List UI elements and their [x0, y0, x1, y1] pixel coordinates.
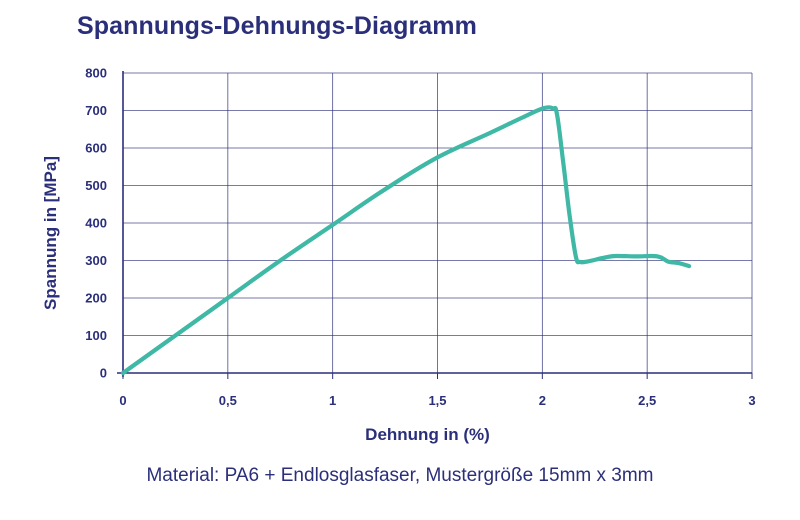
x-axis-label: Dehnung in (%) [365, 425, 490, 444]
material-caption: Material: PA6 + Endlosglasfaser, Musterg… [146, 465, 654, 486]
y-tick-label: 500 [85, 178, 107, 193]
y-tick-label: 100 [85, 328, 107, 343]
y-tick-label: 300 [85, 253, 107, 268]
series [120, 105, 692, 376]
grid [123, 72, 753, 373]
x-tick-label: 0,5 [219, 393, 237, 408]
tick-labels: 0 100 200 300 400 500 600 700 800 0 0,5 1 1,5 2 2,5 3 [85, 66, 755, 409]
x-tick-label: 2,5 [638, 393, 656, 408]
y-tick-label: 0 [100, 366, 107, 381]
chart-title: Spannungs-Dehnungs-Diagramm [77, 12, 477, 40]
x-tick-label: 1 [329, 393, 336, 408]
y-tick-label: 600 [85, 141, 107, 156]
axes [117, 71, 753, 379]
stress-strain-chart: 0 100 200 300 400 500 600 700 800 0 0,5 1 1,5 2 2,5 3 D… [41, 66, 756, 445]
y-tick-label: 400 [85, 216, 107, 231]
x-tick-label: 3 [748, 393, 755, 408]
x-tick-label: 2 [539, 393, 546, 408]
y-tick-label: 800 [85, 66, 107, 81]
y-axis-label: Spannung in [MPa] [41, 156, 60, 310]
y-tick-label: 700 [85, 103, 107, 118]
series-line [120, 105, 692, 376]
x-tick-label: 0 [119, 393, 126, 408]
x-tick-label: 1,5 [428, 393, 446, 408]
y-tick-label: 200 [85, 291, 107, 306]
